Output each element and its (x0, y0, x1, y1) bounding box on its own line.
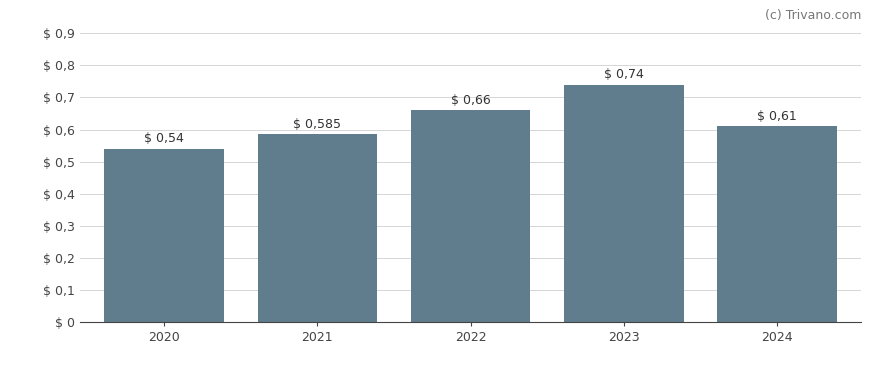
Text: $ 0,54: $ 0,54 (144, 132, 184, 145)
Text: $ 0,66: $ 0,66 (451, 94, 490, 107)
Text: (c) Trivano.com: (c) Trivano.com (765, 9, 861, 22)
Bar (258, 134, 377, 322)
Text: $ 0,61: $ 0,61 (757, 110, 797, 123)
Bar (411, 110, 530, 322)
Text: $ 0,585: $ 0,585 (293, 118, 341, 131)
Bar (564, 85, 684, 322)
Text: $ 0,74: $ 0,74 (604, 68, 644, 81)
Bar (105, 149, 224, 322)
Bar (718, 126, 836, 322)
